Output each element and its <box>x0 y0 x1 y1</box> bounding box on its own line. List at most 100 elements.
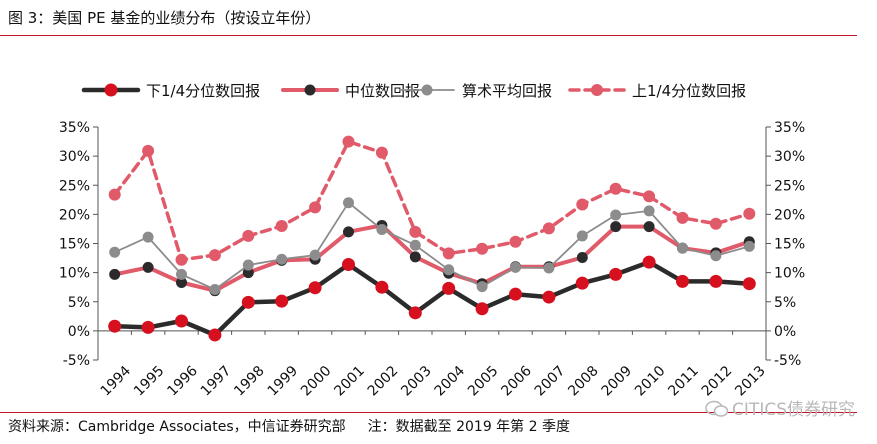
legend-swatch-marker <box>591 84 603 96</box>
data-point-series-3 <box>108 188 121 201</box>
data-point-series-1 <box>610 221 622 233</box>
data-point-series-2 <box>309 249 321 261</box>
data-point-series-1 <box>176 277 187 289</box>
y-tick-label-left: 10% <box>59 266 90 282</box>
data-point-series-2 <box>576 230 588 242</box>
data-point-series-3 <box>743 207 756 220</box>
data-point-series-3 <box>676 211 689 224</box>
data-point-series-2 <box>142 231 154 243</box>
y-tick-label-right: 0% <box>774 324 796 340</box>
x-tick-label: 2000 <box>298 363 335 400</box>
data-point-series-3 <box>576 198 589 211</box>
y-tick-label-right: 25% <box>774 178 805 194</box>
x-tick-label: 2003 <box>398 363 435 400</box>
y-tick-label-right: 30% <box>774 149 805 165</box>
legend-swatch-marker <box>421 84 433 96</box>
data-point-series-3 <box>476 242 489 255</box>
data-point-series-1 <box>142 261 154 273</box>
data-point-series-0 <box>275 294 289 308</box>
figure-title: 图 3：美国 PE 基金的业绩分布（按设立年份） <box>8 9 321 27</box>
y-tick-label-left: 30% <box>59 149 90 165</box>
data-point-series-0 <box>108 319 122 333</box>
y-tick-label-right: 10% <box>774 266 805 282</box>
data-point-series-1 <box>409 251 421 263</box>
data-point-series-3 <box>242 229 255 242</box>
series-line-0 <box>112 259 752 338</box>
y-tick-label-left: 35% <box>59 120 90 136</box>
data-point-series-2 <box>476 281 488 293</box>
x-tick-label: 2008 <box>565 363 602 400</box>
data-point-series-2 <box>109 246 121 258</box>
data-point-series-3 <box>409 225 422 238</box>
data-point-series-0 <box>676 274 689 288</box>
x-tick-label: 1998 <box>231 363 268 400</box>
x-tick-label: 2009 <box>599 363 636 400</box>
data-point-series-3 <box>643 190 656 203</box>
y-tick-label-left: 15% <box>59 237 90 253</box>
data-point-series-2 <box>443 264 455 276</box>
y-tick-label-right: 5% <box>774 295 796 311</box>
legend-label: 算术平均回报 <box>462 82 552 100</box>
data-point-series-3 <box>208 249 221 262</box>
data-point-series-0 <box>442 281 456 295</box>
data-point-series-2 <box>343 197 354 209</box>
data-point-series-2 <box>543 262 555 274</box>
x-tick-label: 2006 <box>498 363 535 400</box>
x-tick-label: 1997 <box>198 363 235 400</box>
data-point-series-0 <box>509 287 522 301</box>
legend-swatch-marker <box>304 84 316 96</box>
data-point-series-3 <box>609 182 622 195</box>
data-point-series-2 <box>743 240 755 252</box>
x-tick-label: 2001 <box>331 363 368 400</box>
data-point-series-3 <box>342 135 355 148</box>
y-tick-label-right: 35% <box>774 120 805 136</box>
x-tick-label: 2012 <box>699 363 736 400</box>
watermark: CITICS债券研究 <box>705 395 855 420</box>
series-line-3 <box>112 139 752 262</box>
data-point-series-0 <box>408 306 422 320</box>
note-text: 注：数据截至 2019 年第 2 季度 <box>367 419 570 435</box>
data-point-series-0 <box>709 274 723 288</box>
data-point-series-2 <box>677 242 688 254</box>
data-point-series-3 <box>142 144 155 157</box>
data-point-series-3 <box>175 253 188 266</box>
data-point-series-2 <box>510 261 521 273</box>
data-point-series-2 <box>376 224 388 236</box>
data-point-series-0 <box>642 255 656 269</box>
data-point-series-0 <box>542 290 556 304</box>
x-tick-label: 1996 <box>164 363 201 400</box>
data-point-series-2 <box>209 284 221 296</box>
x-tick-label: 2004 <box>432 363 469 400</box>
data-point-series-0 <box>241 295 255 309</box>
data-point-series-0 <box>342 257 355 271</box>
title-rule <box>0 35 857 36</box>
data-point-series-3 <box>709 217 722 230</box>
data-point-series-1 <box>343 226 354 238</box>
data-point-series-2 <box>710 250 722 262</box>
data-point-series-0 <box>742 277 756 291</box>
data-point-series-2 <box>176 268 187 280</box>
legend-swatch-marker <box>104 83 118 97</box>
data-point-series-2 <box>643 205 655 217</box>
y-tick-label-left: 0% <box>68 324 90 340</box>
x-tick-label: 2007 <box>532 363 569 400</box>
data-point-series-2 <box>610 209 622 221</box>
data-point-series-1 <box>109 268 121 280</box>
data-point-series-0 <box>475 302 489 316</box>
watermark-text: CITICS债券研究 <box>732 400 855 420</box>
data-point-series-0 <box>609 267 623 281</box>
data-point-series-2 <box>242 259 254 271</box>
data-point-series-3 <box>509 235 522 248</box>
data-point-series-0 <box>308 281 322 295</box>
y-tick-label-left: 25% <box>59 178 90 194</box>
legend-label: 中位数回报 <box>345 82 420 100</box>
legend-label: 下1/4分位数回报 <box>146 82 260 100</box>
data-point-series-1 <box>643 221 655 233</box>
series-line-1 <box>112 223 752 293</box>
x-tick-label: 2002 <box>365 363 402 400</box>
legend-label: 上1/4分位数回报 <box>632 82 746 100</box>
y-tick-label-left: 5% <box>68 295 90 311</box>
x-tick-label: 1994 <box>98 363 135 400</box>
data-point-series-1 <box>242 267 254 279</box>
x-tick-label: 2011 <box>665 363 702 400</box>
